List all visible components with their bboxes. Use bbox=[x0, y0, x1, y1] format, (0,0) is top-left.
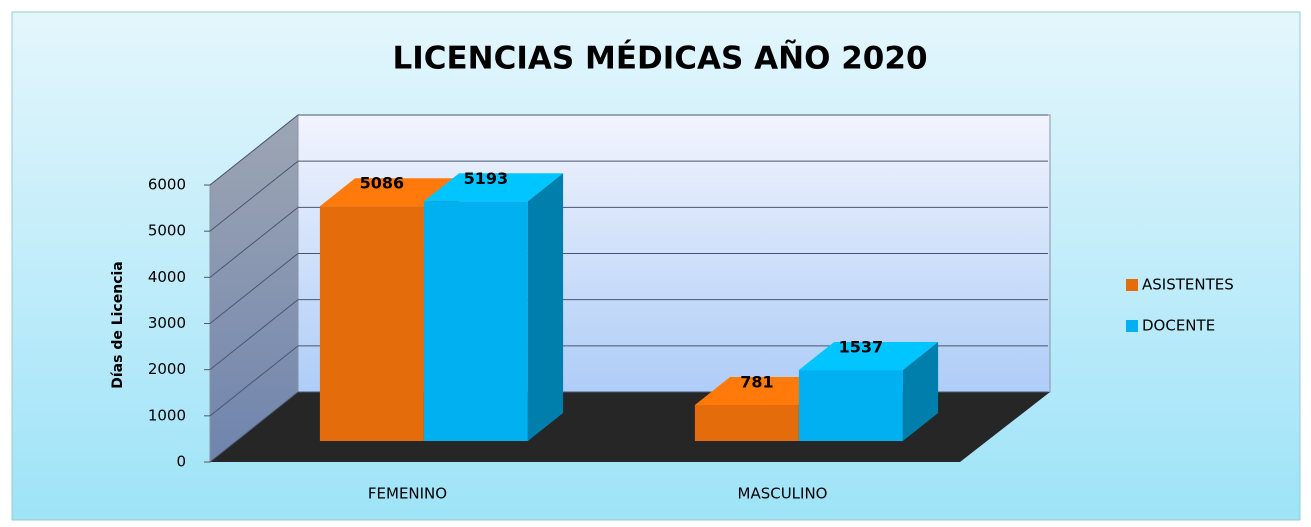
bar-top bbox=[319, 178, 460, 207]
y-tick-label: 4000 bbox=[148, 268, 186, 286]
grid-line bbox=[209, 114, 299, 186]
legend-label: DOCENTE bbox=[1142, 317, 1215, 335]
y-axis-label: Días de Licencia bbox=[110, 261, 126, 389]
legend-swatch bbox=[1126, 279, 1138, 291]
data-label: 1537 bbox=[839, 338, 884, 357]
bar-front bbox=[798, 370, 903, 441]
x-tick-label: FEMENINO bbox=[368, 485, 447, 503]
y-tick-label: 6000 bbox=[148, 176, 186, 194]
y-tick-label: 1000 bbox=[148, 406, 186, 424]
bar-front bbox=[423, 201, 528, 441]
x-tick-label: MASCULINO bbox=[738, 485, 828, 503]
grid-line bbox=[209, 253, 299, 324]
y-tick-label: 0 bbox=[176, 453, 186, 471]
bar-top bbox=[423, 173, 564, 202]
grid-line bbox=[209, 206, 299, 278]
chart-title: LICENCIAS MÉDICAS AÑO 2020 bbox=[392, 40, 927, 77]
grid-line bbox=[209, 391, 299, 463]
grid-line bbox=[209, 345, 299, 417]
bar-side bbox=[902, 342, 939, 441]
data-label: 5086 bbox=[360, 174, 405, 193]
legend-label: ASISTENTES bbox=[1142, 276, 1234, 294]
legend-swatch bbox=[1126, 320, 1138, 332]
y-tick-label: 2000 bbox=[148, 360, 186, 378]
data-label: 5193 bbox=[464, 169, 509, 188]
bar-side bbox=[527, 173, 564, 441]
bar-top bbox=[798, 342, 939, 371]
bar-front bbox=[694, 404, 799, 441]
grid-line bbox=[209, 160, 299, 232]
y-tick-label: 5000 bbox=[148, 222, 186, 240]
data-label: 781 bbox=[740, 372, 773, 391]
bar-front bbox=[319, 206, 424, 441]
grid-line bbox=[209, 299, 299, 371]
y-tick-label: 3000 bbox=[148, 314, 186, 332]
